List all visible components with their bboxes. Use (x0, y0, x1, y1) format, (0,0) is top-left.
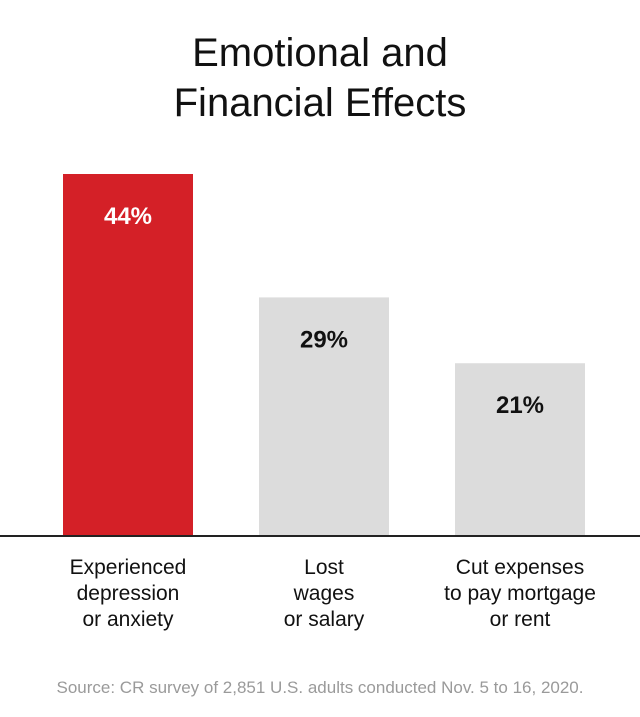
category-label-1: Experienced depression or anxiety (70, 556, 187, 631)
bar-2 (259, 297, 389, 536)
bar-value-label-3: 21% (496, 392, 544, 419)
chart-title-line-1: Emotional and (192, 31, 448, 75)
category-label-2: Lost wages or salary (284, 556, 365, 631)
bar-value-label-1: 44% (104, 203, 152, 230)
source-note: Source: CR survey of 2,851 U.S. adults c… (56, 678, 584, 697)
category-label-3: Cut expenses to pay mortgage or rent (444, 556, 596, 631)
bar-3 (455, 363, 585, 536)
bar-1 (63, 174, 193, 536)
bar-value-label-2: 29% (300, 326, 348, 353)
chart-title-line-2: Financial Effects (173, 81, 467, 125)
chart-title: Emotional and Financial Effects (0, 28, 640, 128)
